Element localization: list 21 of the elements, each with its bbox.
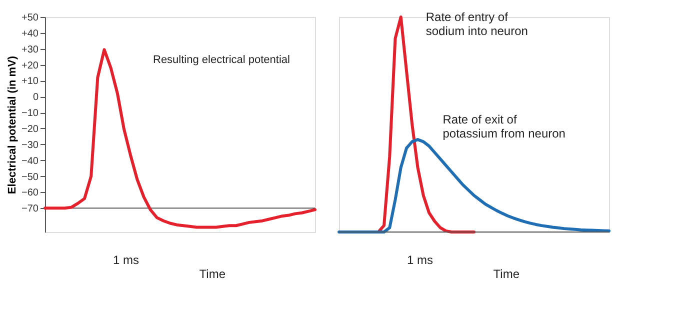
text: Time <box>493 267 520 281</box>
text: 1 ms <box>406 253 434 267</box>
text: Time <box>199 267 226 281</box>
y-tick-label: −40 <box>22 156 39 167</box>
y-tick-label: −70 <box>22 204 39 215</box>
text: 1 ms <box>112 253 140 267</box>
y-tick-label: +30 <box>22 44 39 56</box>
y-axis-title: Electrical potential (in mV) <box>6 56 19 194</box>
y-tick-label: −60 <box>22 188 39 199</box>
y-tick-label: −30 <box>22 140 39 151</box>
y-tick-label: +10 <box>22 76 39 88</box>
series-label: Rate of exit of potassium from neuron <box>442 112 566 141</box>
series-label: Rate of entry of sodium into neuron <box>426 10 528 38</box>
y-tick-label: +50 <box>22 12 39 24</box>
y-tick-label: +40 <box>22 28 39 40</box>
annotation: Resulting electrical potential <box>153 54 290 66</box>
y-tick-label: 0 <box>32 92 39 104</box>
y-tick-label: −20 <box>22 124 39 135</box>
y-tick-label: +20 <box>22 60 39 72</box>
y-tick-label: −50 <box>22 172 39 183</box>
y-tick-label: −10 <box>22 108 39 120</box>
